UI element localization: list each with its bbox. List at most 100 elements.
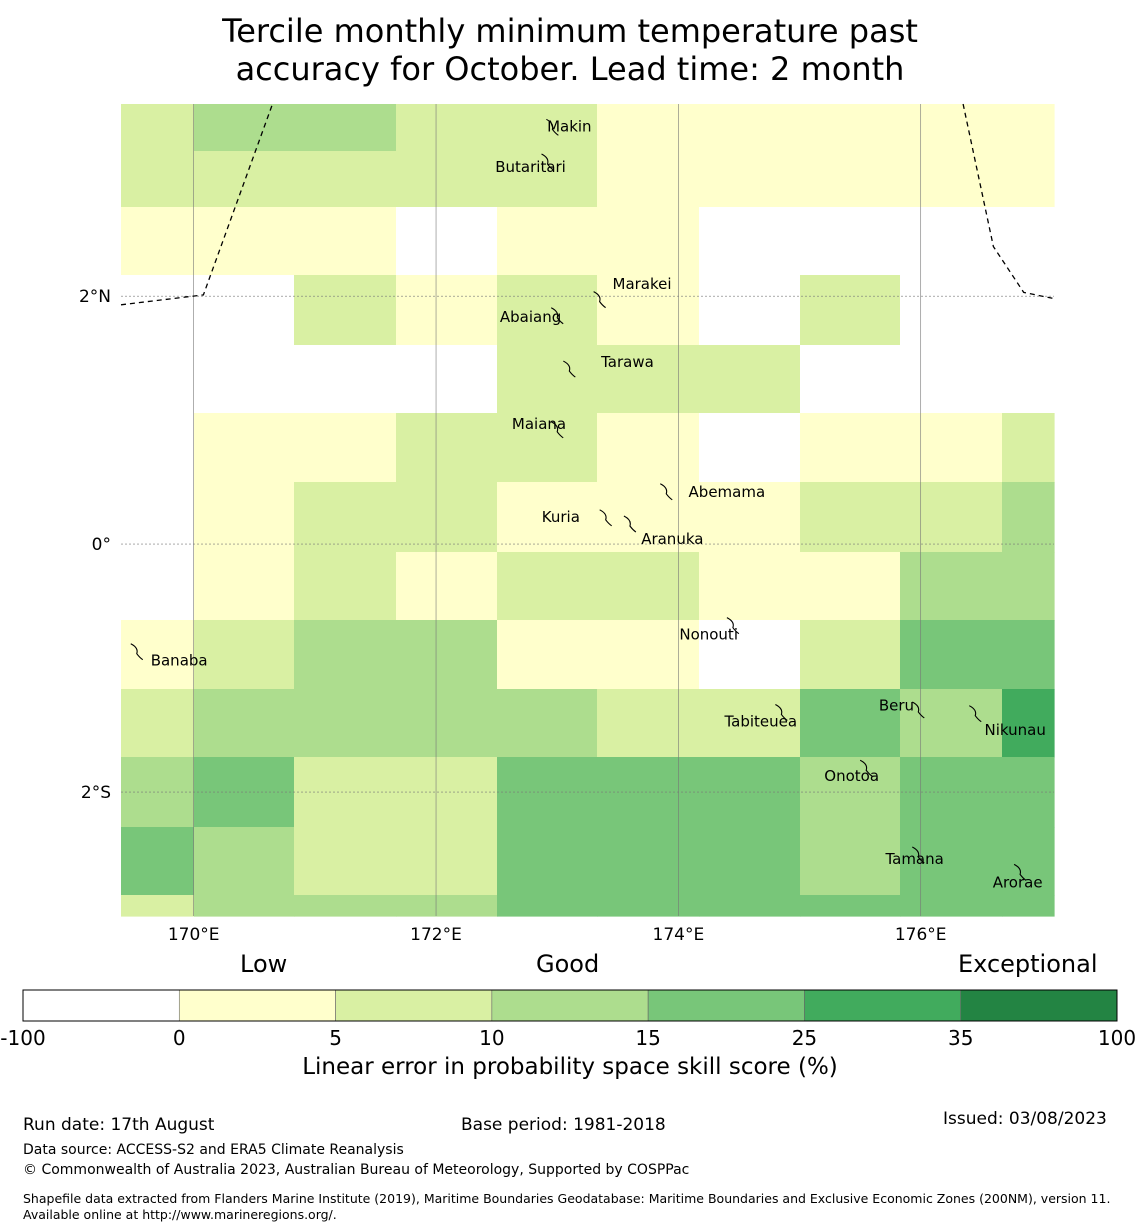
island-outline <box>130 643 144 661</box>
island-outline <box>775 703 788 721</box>
island-label: Aranuka <box>641 530 703 548</box>
grid-cell <box>900 827 1003 896</box>
grid-cell <box>497 275 598 346</box>
longitude-tick-label: 174°E <box>653 925 705 945</box>
grid-cell <box>1002 151 1055 208</box>
grid-cell <box>294 552 397 621</box>
grid-cell <box>396 620 498 690</box>
colorbar-frame <box>22 989 1118 1022</box>
grid-cell <box>800 104 901 152</box>
grid-cell <box>194 151 295 208</box>
grid-cell <box>294 345 397 414</box>
grid-cell <box>194 689 295 758</box>
grid-cell <box>1002 413 1055 483</box>
shapefile-credit: Shapefile data extracted from Flanders M… <box>23 1191 1111 1222</box>
grid-cell <box>194 895 295 917</box>
grid-cell <box>800 345 901 414</box>
data-source: Data source: ACCESS-S2 and ERA5 Climate … <box>23 1142 404 1158</box>
grid-cell <box>597 104 700 152</box>
grid-cell <box>900 689 1003 758</box>
grid-cell <box>699 552 801 621</box>
grid-cell <box>294 482 397 553</box>
grid-cell <box>121 827 195 896</box>
island-outline <box>968 705 982 723</box>
grid-cell <box>699 827 801 896</box>
grid-cell <box>396 413 498 483</box>
island-outline <box>912 846 925 864</box>
title-line-1: Tercile monthly minimum temperature past <box>222 12 918 50</box>
grid-cell <box>597 413 700 483</box>
grid-cell <box>294 104 397 152</box>
colorbar-tick-label: 15 <box>635 1026 660 1050</box>
colorbar-tick-label: 5 <box>329 1026 342 1050</box>
grid-cell <box>396 827 498 896</box>
latitude-tick-label: 0° <box>92 535 111 555</box>
grid-cell <box>800 275 901 346</box>
grid-cell <box>121 413 195 483</box>
grid-cell <box>699 275 801 346</box>
grid-cell <box>900 620 1003 690</box>
title-line-2: accuracy for October. Lead time: 2 month <box>235 50 905 88</box>
island-outline <box>546 118 559 136</box>
grid-cell <box>194 552 295 621</box>
grid-cell <box>1002 689 1055 758</box>
grid-cell <box>900 275 1003 346</box>
island-outline <box>599 509 612 527</box>
grid-cell <box>497 482 598 553</box>
grid-cell <box>800 552 901 621</box>
grid-cell <box>800 827 901 896</box>
grid-cell <box>294 895 397 917</box>
grid-cell <box>900 104 1003 152</box>
grid-cell <box>699 689 801 758</box>
grid-cell <box>597 345 700 414</box>
grid-cell <box>396 552 498 621</box>
grid-cell <box>699 345 801 414</box>
colorbar-tick-label: 35 <box>948 1026 973 1050</box>
grid-cell <box>900 757 1003 828</box>
grid-cell <box>1002 275 1055 346</box>
colorbar-bin <box>960 989 1118 1022</box>
grid-cell <box>194 104 295 152</box>
grid-cell <box>121 275 195 346</box>
grid-cell <box>194 345 295 414</box>
grid-cell <box>294 827 397 896</box>
island-label: Abaiang <box>500 308 561 326</box>
grid-cell <box>396 151 498 208</box>
colorbar-bin <box>647 989 805 1022</box>
grid-cell <box>194 827 295 896</box>
grid-cell <box>900 207 1003 276</box>
grid-cell <box>597 827 700 896</box>
grid-cell <box>900 413 1003 483</box>
grid-cell <box>294 207 397 276</box>
grid-cell <box>699 104 801 152</box>
grid-cell <box>194 482 295 553</box>
grid-cell <box>900 345 1003 414</box>
grid-cell <box>597 689 700 758</box>
grid-cell <box>396 207 498 276</box>
grid-cell <box>294 689 397 758</box>
grid-cell <box>597 207 700 276</box>
grid-cell <box>497 620 598 690</box>
latitude-tick-label: 2°N <box>79 287 111 307</box>
grid-cell <box>699 620 801 690</box>
grid-cell <box>396 104 498 152</box>
grid-cell <box>900 151 1003 208</box>
issued-date: Issued: 03/08/2023 <box>943 1109 1107 1129</box>
colorbar-bin <box>178 989 336 1022</box>
grid-cell <box>699 482 801 553</box>
grid-cell <box>121 104 195 152</box>
longitude-tick-label: 176°E <box>895 925 947 945</box>
grid-cell <box>699 151 801 208</box>
grid-cell <box>121 689 195 758</box>
island-outline <box>1013 863 1027 881</box>
grid-cell <box>1002 552 1055 621</box>
island-label: Nikunau <box>985 721 1046 739</box>
island-label: Makin <box>547 117 592 135</box>
latitude-tick-label: 2°S <box>81 783 111 803</box>
island-outline <box>541 153 554 171</box>
grid-cell <box>1002 104 1055 152</box>
colorbar-tick-label: 0 <box>173 1026 186 1050</box>
copyright: © Commonwealth of Australia 2023, Austra… <box>23 1162 690 1178</box>
colorbar-tick-label: 10 <box>479 1026 504 1050</box>
